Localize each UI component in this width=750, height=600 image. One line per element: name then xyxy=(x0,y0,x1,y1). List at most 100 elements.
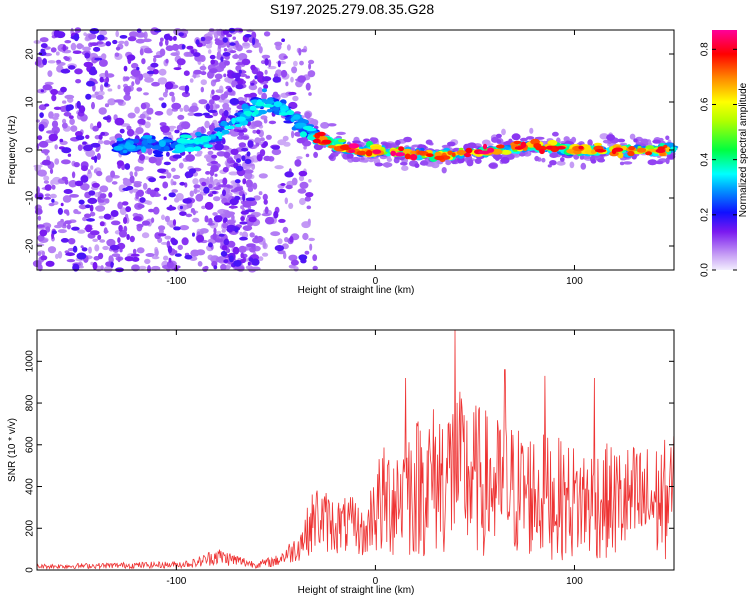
spectral-blob xyxy=(163,33,171,41)
spectral-blob xyxy=(45,260,55,267)
spectral-blob xyxy=(82,141,87,145)
spectral-blob xyxy=(172,35,177,41)
spectral-blob xyxy=(193,69,202,75)
spectral-amplitude-blobs xyxy=(32,27,679,274)
spectral-blob xyxy=(283,252,287,260)
spectral-blob xyxy=(188,168,197,174)
spectral-blob xyxy=(129,235,135,243)
spectral-blob xyxy=(211,154,218,159)
spectral-blob xyxy=(238,142,247,148)
spectral-blob xyxy=(166,172,172,179)
spectral-blob xyxy=(203,186,210,194)
colorbar-tick-label: 0.2 xyxy=(700,207,711,221)
spectral-blob xyxy=(229,42,236,46)
spectral-blob xyxy=(122,187,130,191)
snr-series-line xyxy=(36,329,675,571)
spectral-blob xyxy=(228,171,239,176)
spectral-blob xyxy=(64,40,72,44)
spectral-blob xyxy=(265,134,272,140)
spectral-blob xyxy=(60,86,67,93)
spectral-blob xyxy=(159,41,163,47)
spectral-blob xyxy=(254,109,259,115)
spectral-blob xyxy=(207,242,213,248)
spectral-blob xyxy=(77,229,86,234)
spectral-blob xyxy=(133,216,142,222)
spectral-blob xyxy=(37,169,47,177)
spectral-blob xyxy=(99,221,105,227)
spectral-blob xyxy=(400,161,408,166)
spectral-blob xyxy=(220,263,227,271)
spectral-blob xyxy=(647,159,658,166)
spectral-blob xyxy=(48,111,54,119)
spectral-blob xyxy=(164,235,172,240)
spectral-blob xyxy=(235,84,244,90)
spectral-blob xyxy=(89,42,99,46)
spectral-blob xyxy=(270,231,281,237)
spectral-blob xyxy=(298,170,308,177)
spectral-blob xyxy=(266,108,273,113)
spectral-blob xyxy=(142,135,153,139)
spectral-blob xyxy=(80,175,89,183)
spectral-blob xyxy=(262,240,266,249)
spectral-blob xyxy=(190,249,200,257)
spectral-blob xyxy=(229,255,234,263)
spectral-blob xyxy=(327,123,337,127)
spectral-blob xyxy=(208,217,213,226)
spectral-blob xyxy=(82,46,91,52)
spectral-blob xyxy=(299,131,307,138)
spectral-blob xyxy=(321,139,332,144)
spectral-blob xyxy=(34,208,43,215)
spectral-blob xyxy=(204,265,209,270)
spectral-blob xyxy=(652,139,661,144)
spectral-blob xyxy=(179,181,186,186)
spectral-blob xyxy=(164,81,174,90)
spectral-blob xyxy=(165,58,169,64)
spectral-blob xyxy=(234,227,239,233)
spectral-blob xyxy=(72,50,82,54)
spectral-blob xyxy=(186,45,194,50)
spectral-blob xyxy=(192,232,195,237)
spectral-blob xyxy=(49,168,54,174)
spectral-blob xyxy=(87,169,91,175)
spectral-blob xyxy=(226,33,233,38)
spectral-blob xyxy=(277,60,281,68)
spectral-blob xyxy=(74,180,84,187)
spectral-blob xyxy=(235,65,242,72)
spectral-blob xyxy=(50,88,58,96)
spectral-blob xyxy=(189,190,194,197)
spectral-blob xyxy=(492,153,503,160)
spectral-blob xyxy=(291,66,298,74)
spectral-blob xyxy=(205,171,211,175)
spectral-blob xyxy=(401,165,409,171)
spectral-blob xyxy=(338,139,347,143)
spectral-blob xyxy=(271,148,282,156)
spectral-blob xyxy=(98,215,105,219)
spectral-blob xyxy=(597,158,606,163)
spectral-blob xyxy=(223,259,229,264)
spectral-blob xyxy=(264,69,268,75)
spectral-blob xyxy=(45,226,51,233)
spectral-blob xyxy=(76,252,87,260)
spectral-blob xyxy=(159,48,166,57)
spectral-blob xyxy=(221,138,226,145)
spectral-blob xyxy=(235,116,246,122)
spectral-blob xyxy=(144,121,151,129)
spectral-blob xyxy=(179,205,183,210)
spectral-blob xyxy=(168,125,177,129)
spectral-blob xyxy=(207,49,212,54)
spectral-blob xyxy=(404,153,411,160)
spectral-blob xyxy=(71,226,80,231)
spectral-blob xyxy=(215,89,224,93)
spectral-blob xyxy=(136,223,144,228)
spectral-blob xyxy=(48,202,55,207)
spectral-blob xyxy=(167,245,173,254)
spectral-blob xyxy=(44,184,52,191)
spectral-blob xyxy=(136,247,145,254)
spectral-blob xyxy=(60,218,64,223)
spectral-blob xyxy=(159,140,166,147)
spectral-blob xyxy=(231,214,235,222)
spectral-blob xyxy=(348,143,360,149)
spectral-blob xyxy=(96,170,103,177)
spectral-blob xyxy=(255,101,265,107)
spectral-blob xyxy=(263,31,271,37)
